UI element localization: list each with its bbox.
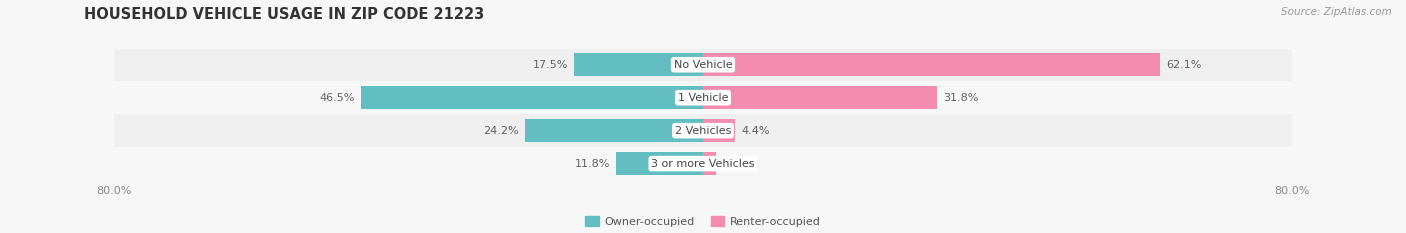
Bar	[524, 119, 703, 142]
Bar	[616, 152, 703, 175]
Text: No Vehicle: No Vehicle	[673, 60, 733, 70]
Bar	[114, 82, 1292, 114]
Bar	[114, 48, 1292, 81]
Text: HOUSEHOLD VEHICLE USAGE IN ZIP CODE 21223: HOUSEHOLD VEHICLE USAGE IN ZIP CODE 2122…	[84, 7, 485, 22]
Text: 11.8%: 11.8%	[575, 159, 610, 169]
Text: 31.8%: 31.8%	[943, 93, 979, 103]
Text: 62.1%: 62.1%	[1166, 60, 1202, 70]
Text: 3 or more Vehicles: 3 or more Vehicles	[651, 159, 755, 169]
Bar	[114, 147, 1292, 180]
Bar	[360, 86, 703, 109]
Text: Source: ZipAtlas.com: Source: ZipAtlas.com	[1281, 7, 1392, 17]
Text: 1.8%: 1.8%	[723, 159, 751, 169]
Bar	[703, 86, 938, 109]
Bar	[703, 152, 716, 175]
Text: 1 Vehicle: 1 Vehicle	[678, 93, 728, 103]
Bar	[703, 53, 1160, 76]
Bar	[703, 119, 735, 142]
Text: 46.5%: 46.5%	[319, 93, 354, 103]
Text: 2 Vehicles: 2 Vehicles	[675, 126, 731, 136]
Text: 4.4%: 4.4%	[741, 126, 770, 136]
Text: 17.5%: 17.5%	[533, 60, 568, 70]
Bar	[114, 114, 1292, 147]
Bar	[574, 53, 703, 76]
Legend: Owner-occupied, Renter-occupied: Owner-occupied, Renter-occupied	[581, 212, 825, 231]
Text: 24.2%: 24.2%	[484, 126, 519, 136]
